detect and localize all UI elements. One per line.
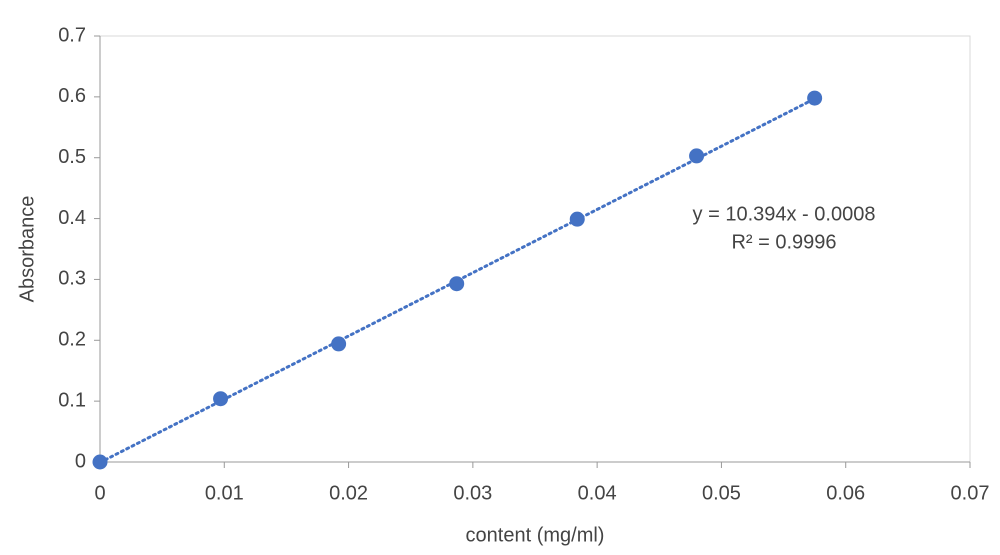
- y-tick-label: 0.5: [58, 146, 86, 168]
- data-point: [807, 90, 823, 106]
- x-tick-label: 0.04: [578, 482, 617, 504]
- y-tick-label: 0: [75, 450, 86, 472]
- trendline-equation: y = 10.394x - 0.0008: [693, 203, 876, 225]
- x-tick-label: 0: [94, 482, 105, 504]
- x-tick-label: 0.01: [205, 482, 244, 504]
- data-point: [331, 336, 347, 352]
- y-tick-label: 0.6: [58, 85, 86, 107]
- y-tick-label: 0.3: [58, 268, 86, 290]
- data-point: [689, 148, 705, 164]
- y-tick-label: 0.1: [58, 389, 86, 411]
- data-point: [449, 276, 465, 292]
- data-point: [213, 391, 229, 407]
- x-tick-label: 0.02: [329, 482, 368, 504]
- r-squared: R² = 0.9996: [731, 231, 836, 253]
- y-tick-label: 0.4: [58, 207, 86, 229]
- y-tick-label: 0.7: [58, 24, 86, 46]
- x-tick-label: 0.03: [453, 482, 492, 504]
- data-point: [569, 211, 585, 227]
- y-tick-label: 0.2: [58, 329, 86, 351]
- x-axis-label: content (mg/ml): [466, 524, 605, 546]
- plot-border: [99, 35, 971, 463]
- x-tick-label: 0.06: [826, 482, 865, 504]
- data-point: [92, 454, 108, 470]
- y-axis-label: Absorbance: [16, 196, 38, 303]
- x-tick-label: 0.07: [951, 482, 990, 504]
- x-tick-label: 0.05: [702, 482, 741, 504]
